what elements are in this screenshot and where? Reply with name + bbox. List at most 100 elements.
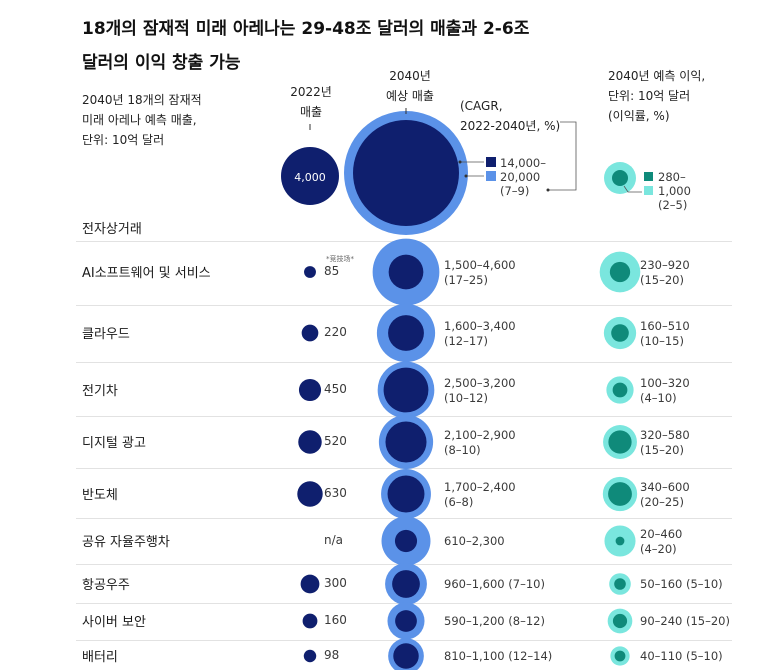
category-label: 디지털 광고 [82,436,146,451]
legend-profit-low-swatch [644,172,653,181]
legend-2022-bubble: 4,000 [281,147,339,205]
bubble-2040-low [388,315,424,351]
cagr-range: (6–8) [444,495,474,509]
range-2040: 2,100–2,900 [444,428,516,442]
bubble-2040-low [392,570,420,598]
cagr-bracket-dot [546,188,550,192]
margin-range: (15–20) [640,443,684,457]
bubble-2040-low [394,529,418,553]
legend-2022-value: 4,000 [294,171,326,184]
range-2040: 1,700–2,400 [444,480,516,494]
bubble-profit-low [615,536,625,546]
legend-note-line-2: 미래 아레나 예측 매출, [82,113,197,127]
chart-title: 18개의 잠재적 미래 아레나는 29-48조 달러의 매출과 2-6조 달러의… [82,12,682,80]
range-2040: 810–1,100 (12–14) [444,649,553,663]
bubble-2022 [298,378,322,402]
bubble-profit-low [609,261,631,283]
cagr-bracket [548,121,577,191]
bubble-2022 [300,574,320,594]
profit-header-line-3: (이익률, %) [608,109,670,123]
category-label: 전기차 [82,384,118,399]
bubble-profit-low [608,482,632,506]
bubble-2022 [304,266,316,278]
bubble-2022 [303,649,317,663]
legend-high-swatch [486,171,496,181]
cagr-header-line-1: (CAGR, [460,99,503,113]
cagr-range: (10–12) [444,391,488,405]
profit-range: 160–510 [640,319,690,333]
margin-range: (4–10) [640,391,677,405]
profit-range: 100–320 [640,376,690,390]
value-2022: 220 [324,325,347,339]
cagr-range: (8–10) [444,443,481,457]
col-2022-header-line-2: 매출 [299,105,323,119]
range-2040: 610–2,300 [444,534,505,548]
margin-range: (4–20) [640,542,677,556]
legend-profit-low-circle [612,170,628,186]
category-label: 배터리 [82,650,118,665]
range-2040: 1,500–4,600 [444,258,516,272]
cagr-header: (CAGR, 2022-2040년, %) [460,96,560,136]
legend-2022-circle [281,147,339,205]
legend-2040-low-circle [353,120,459,226]
leader-high-dot [464,174,468,178]
margin-range: (20–25) [640,495,684,509]
bubble-profit-low [612,613,628,629]
bubble-profit-low [612,382,628,398]
category-label: 사이버 보안 [82,615,146,630]
bubble-2040-low [387,475,425,513]
bubble-profit-low [608,430,632,454]
legend-profit-margin: (2–5) [658,198,688,212]
col-2040-header-line-2: 예상 매출 [386,89,434,103]
legend-note-line-1: 2040년 18개의 잠재적 [82,93,202,107]
bubble-profit-low [614,578,626,590]
value-2022: 85 [324,264,340,278]
profit-range: 340–600 [640,480,690,494]
bubble-2022 [301,324,319,342]
cagr-range: (17–25) [444,273,488,287]
legend-total-range: 14,000– 20,000 (7–9) [500,156,546,198]
profit-leader [623,185,642,193]
bubble-profit-low [614,650,626,662]
profit-header: 2040년 예측 이익, 단위: 10억 달러 (이익률, %) [608,66,705,126]
legend-profit-low: 280– [658,170,686,184]
category-label-ecommerce: 전자상거래 [82,222,142,237]
legend-total-high: 20,000 [500,170,541,184]
category-label: 클라우드 [82,327,130,342]
bubble-2022 [302,613,318,629]
range-2040: 1,600–3,400 [444,319,516,333]
legend-profit-range: 280– 1,000 (2–5) [658,170,691,212]
legend-total-low: 14,000– [500,156,546,170]
value-2022: 98 [324,648,340,662]
category-label: 항공우주 [82,578,130,593]
profit-header-line-2: 단위: 10억 달러 [608,89,691,103]
profit-range: 320–580 [640,428,690,442]
col-2022-header-line-1: 2022년 [290,85,332,99]
bubble-2040-low [383,367,429,413]
category-label: 반도체 [82,488,118,503]
bubble-2040-low [388,254,424,290]
legend-total-cagr: (7–9) [500,184,530,198]
leader-low-dot [458,160,462,164]
note-label: *竞技场* [326,255,354,263]
col-2040-header: 2040년 예상 매출 [370,66,450,106]
profit-range: 90–240 (15–20) [640,614,730,628]
bubble-profit-low [611,324,629,342]
legend-note-line-3: 단위: 10억 달러 [82,133,165,147]
margin-range: (10–15) [640,334,684,348]
legend-profit-high: 1,000 [658,184,691,198]
cagr-header-line-2: 2022-2040년, %) [460,119,561,133]
bubble-2022 [298,430,322,454]
category-label: 공유 자율주행차 [82,535,170,550]
value-2022: 520 [324,434,347,448]
value-2022: n/a [324,533,344,547]
profit-header-line-1: 2040년 예측 이익, [608,69,706,83]
range-2040: 2,500–3,200 [444,376,516,390]
margin-range: (15–20) [640,273,684,287]
col-2040-header-line-1: 2040년 [389,69,431,83]
chart-title-line-2: 달러의 이익 창출 가능 [82,53,241,73]
value-2022: 300 [324,576,347,590]
range-2040: 960–1,600 (7–10) [444,577,545,591]
